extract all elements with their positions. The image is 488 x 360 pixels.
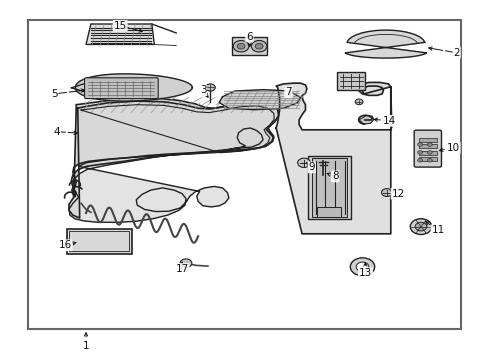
Bar [27, 21, 461, 329]
Polygon shape [345, 30, 426, 58]
Polygon shape [69, 128, 263, 222]
Text: 15: 15 [113, 21, 126, 31]
Text: 14: 14 [383, 116, 396, 126]
Text: 3: 3 [199, 85, 206, 95]
Circle shape [417, 150, 422, 154]
Bar [418, 151, 436, 155]
Circle shape [255, 43, 263, 49]
Polygon shape [358, 116, 373, 124]
Circle shape [427, 150, 431, 154]
Circle shape [381, 189, 391, 197]
Bar [418, 157, 436, 161]
Circle shape [349, 258, 374, 276]
Circle shape [417, 158, 422, 162]
Bar [307, 156, 350, 220]
Polygon shape [276, 82, 391, 234]
Circle shape [355, 262, 368, 271]
Circle shape [205, 84, 215, 91]
Text: 7: 7 [285, 87, 291, 97]
Bar [418, 138, 436, 142]
Circle shape [427, 143, 431, 146]
Text: 4: 4 [53, 127, 60, 136]
Text: 16: 16 [58, 240, 72, 250]
Text: 8: 8 [331, 171, 338, 181]
Circle shape [180, 259, 191, 267]
Circle shape [233, 41, 248, 52]
Text: 11: 11 [430, 225, 444, 235]
FancyBboxPatch shape [84, 78, 158, 99]
Polygon shape [86, 24, 154, 44]
Circle shape [409, 219, 431, 234]
Bar [66, 229, 132, 253]
Bar [232, 37, 267, 55]
Text: 6: 6 [245, 32, 252, 41]
Polygon shape [69, 101, 278, 218]
Circle shape [414, 222, 426, 231]
Bar [418, 144, 436, 148]
Text: 5: 5 [51, 89, 58, 99]
Text: 12: 12 [391, 189, 404, 199]
Circle shape [354, 99, 362, 105]
Circle shape [427, 158, 431, 162]
Text: 9: 9 [308, 162, 314, 172]
Circle shape [237, 43, 244, 49]
Bar [336, 72, 365, 90]
Polygon shape [75, 74, 192, 101]
Circle shape [297, 158, 310, 167]
Bar [316, 207, 340, 217]
Circle shape [417, 143, 422, 146]
Text: 2: 2 [452, 48, 459, 58]
Text: 10: 10 [446, 143, 459, 153]
Bar [69, 231, 129, 251]
FancyBboxPatch shape [413, 130, 441, 167]
Text: 1: 1 [82, 341, 89, 351]
Circle shape [251, 41, 266, 52]
Text: 17: 17 [175, 264, 188, 274]
Bar [311, 158, 346, 217]
Polygon shape [73, 98, 279, 197]
Text: 13: 13 [358, 268, 371, 278]
Polygon shape [219, 90, 300, 110]
